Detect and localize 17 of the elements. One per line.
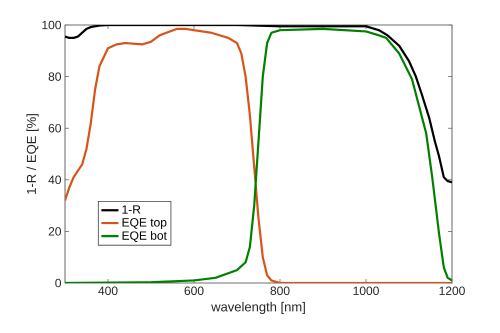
- y-tick-label: 80: [48, 72, 62, 81]
- x-tick-label: 1200: [440, 286, 465, 296]
- y-axis-title: 1-R / EQE [%]: [26, 114, 39, 194]
- y-tick-label: 20: [48, 227, 62, 236]
- legend-label: EQE bot: [122, 231, 167, 242]
- y-tick-label: 60: [48, 124, 62, 132]
- legend-label: EQE top: [122, 218, 166, 229]
- y-tick-label: 100: [42, 20, 62, 30]
- y-tick-label: 40: [48, 176, 62, 184]
- x-tick-label: 600: [184, 286, 204, 296]
- y-tick-label: 0: [55, 278, 62, 288]
- x-axis-title: wavelength [nm]: [211, 302, 305, 314]
- line-series: [65, 28, 452, 283]
- x-tick-label: 800: [270, 286, 290, 296]
- x-tick-label: 1000: [354, 286, 379, 296]
- x-tick-label: 400: [98, 286, 118, 296]
- legend-label: 1-R: [122, 205, 140, 214]
